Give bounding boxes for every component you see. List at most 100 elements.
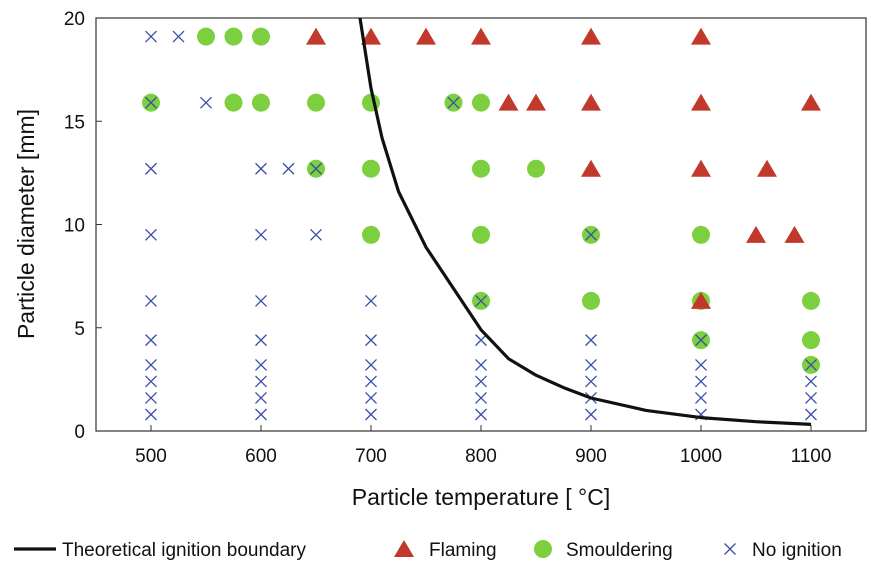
- flaming-point: [361, 27, 381, 45]
- no-ignition-point: [255, 334, 267, 347]
- no-ignition-point: [475, 392, 487, 404]
- smouldering-point: [582, 291, 600, 310]
- flaming-point: [691, 159, 711, 177]
- no-ignition-point: [475, 408, 487, 421]
- no-ignition-point: [255, 392, 267, 404]
- no-ignition-point: [695, 334, 707, 347]
- smouldering-point: [472, 225, 490, 244]
- data-marks: [142, 27, 821, 421]
- no-ignition-point: [365, 375, 377, 388]
- flaming-point: [471, 27, 491, 45]
- y-tick-label: 10: [64, 216, 85, 237]
- y-tick-label: 5: [74, 319, 85, 340]
- smouldering-point: [252, 93, 270, 112]
- no-ignition-point: [145, 375, 157, 388]
- no-ignition-point: [695, 392, 707, 404]
- no-ignition-point: [145, 334, 157, 347]
- smouldering-point: [472, 93, 490, 112]
- theoretical-ignition-boundary-line: [358, 18, 812, 426]
- smouldering-point: [527, 159, 545, 178]
- smouldering-point: [362, 159, 380, 178]
- flaming-point: [581, 27, 601, 45]
- y-tick-label: 15: [64, 112, 85, 133]
- no-ignition-point: [255, 294, 267, 307]
- no-ignition-point: [145, 408, 157, 421]
- legend-flaming-swatch: [394, 540, 414, 557]
- x-tick-label: 500: [135, 446, 167, 467]
- no-ignition-point: [475, 358, 487, 371]
- x-tick-label: 600: [245, 446, 277, 467]
- legend: Theoretical ignition boundary Flaming Smou…: [14, 540, 842, 561]
- no-ignition-point: [145, 162, 157, 175]
- no-ignition-point: [145, 96, 157, 109]
- smouldering-point: [802, 331, 820, 350]
- flaming-point: [498, 93, 519, 111]
- no-ignition-point: [255, 408, 267, 421]
- smouldering-point: [307, 93, 325, 112]
- no-ignition-point: [365, 334, 377, 347]
- x-tick-label: 1100: [791, 446, 832, 467]
- smouldering-point: [362, 93, 380, 112]
- no-ignition-point: [310, 162, 322, 175]
- flaming-point: [784, 225, 805, 243]
- no-ignition-point: [695, 358, 707, 371]
- legend-smouldering-swatch: [534, 540, 552, 558]
- flaming-point: [306, 27, 326, 45]
- no-ignition-point: [172, 30, 185, 43]
- no-ignition-point: [310, 228, 322, 241]
- no-ignition-point: [585, 375, 597, 388]
- no-ignition-point: [805, 392, 817, 404]
- no-ignition-point: [805, 408, 817, 421]
- legend-label: Flaming: [429, 540, 497, 561]
- no-ignition-point: [255, 375, 267, 388]
- axis-ticks: 500 600 700 800 900 1000 1100 0 5 10 15 20: [64, 9, 832, 467]
- no-ignition-point: [145, 358, 157, 371]
- flaming-point: [757, 159, 777, 177]
- legend-no-ignition-swatch: [724, 543, 736, 555]
- no-ignition-point: [255, 228, 267, 241]
- no-ignition-point: [365, 294, 377, 307]
- smouldering-point: [362, 225, 380, 244]
- smouldering-point: [224, 27, 243, 46]
- no-ignition-point: [365, 358, 377, 371]
- x-tick-label: 900: [575, 446, 607, 467]
- no-ignition-point: [585, 228, 597, 241]
- flaming-point: [691, 291, 711, 309]
- y-tick-label: 20: [64, 9, 85, 30]
- no-ignition-point: [365, 408, 377, 421]
- flaming-point: [691, 27, 711, 45]
- legend-label: Theoretical ignition boundary: [62, 540, 306, 561]
- flaming-point: [746, 225, 766, 243]
- x-tick-label: 1000: [680, 446, 722, 467]
- no-ignition-point: [805, 375, 817, 388]
- y-tick-label: 0: [74, 422, 85, 443]
- no-ignition-point: [585, 334, 597, 347]
- y-axis-title: Particle diameter [mm]: [13, 109, 39, 339]
- x-axis-title: Particle temperature [ °C]: [352, 484, 610, 510]
- flaming-point: [801, 93, 821, 111]
- smouldering-point: [252, 27, 270, 46]
- no-ignition-point: [475, 375, 487, 388]
- no-ignition-point: [145, 392, 157, 404]
- boundary-line-layer: [358, 18, 812, 426]
- smouldering-point: [224, 93, 243, 112]
- x-tick-label: 800: [465, 446, 497, 467]
- legend-label: No ignition: [752, 540, 842, 561]
- smouldering-point: [692, 225, 710, 244]
- no-ignition-point: [585, 408, 597, 421]
- no-ignition-point: [282, 162, 295, 175]
- flaming-point: [526, 93, 546, 111]
- smouldering-point: [197, 27, 215, 46]
- no-ignition-point: [447, 96, 460, 109]
- legend-label: Smouldering: [566, 540, 673, 561]
- smouldering-point: [472, 159, 490, 178]
- no-ignition-point: [145, 228, 157, 241]
- flaming-point: [581, 93, 601, 111]
- flaming-point: [691, 93, 711, 111]
- no-ignition-point: [805, 358, 817, 371]
- no-ignition-point: [695, 375, 707, 388]
- no-ignition-point: [145, 30, 157, 43]
- smouldering-point: [802, 291, 820, 310]
- flaming-point: [416, 27, 436, 45]
